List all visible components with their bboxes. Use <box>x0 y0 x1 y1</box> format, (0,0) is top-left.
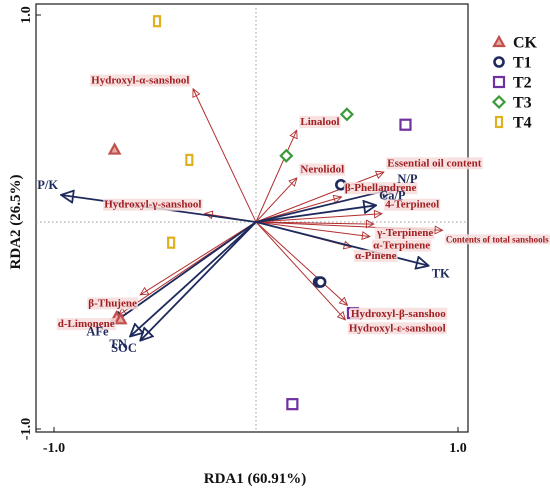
x-tick-label: 1.0 <box>449 441 467 456</box>
response-arrow-terpinene <box>255 221 369 236</box>
label-background <box>375 227 435 240</box>
sample-point-t2 <box>399 118 412 131</box>
env-label-p-k: P/K <box>37 178 58 192</box>
response-label-pinene: α-Pinene <box>355 250 397 262</box>
env-arrow-soc <box>141 221 257 340</box>
sample-point-t3 <box>279 148 294 163</box>
response-arrow-hydroxyl-sanshool <box>193 90 257 223</box>
legend-label-ck: CK <box>513 35 538 52</box>
env-arrow-tk <box>255 221 428 265</box>
response-label-hydroxyl-sanshool: Hydroxyl-γ-sanshool <box>104 199 201 211</box>
y-axis-title: RDA2 (26.5%) <box>8 175 24 270</box>
label-background <box>347 322 447 335</box>
label-background <box>372 239 432 252</box>
response-label-contents-of-total-sanshools: Contents of total sanshools <box>446 234 549 244</box>
legend-label-t3: T3 <box>513 95 532 112</box>
legend-label-t1: T1 <box>513 55 532 72</box>
response-arrow-thujene <box>141 221 257 294</box>
legend-label-t4: T4 <box>513 115 532 132</box>
env-label-ca-p: Ca/P <box>379 188 406 202</box>
label-background <box>103 198 203 211</box>
env-label-tn: TN <box>109 337 126 351</box>
response-label-terpinene: α-Terpinene <box>373 239 430 251</box>
env-arrow-tn <box>131 221 257 336</box>
vector-labels: Hydroxyl-α-sanshool Linalool Nerolidol Esse… <box>37 74 550 355</box>
env-label-tk: TK <box>432 266 450 280</box>
legend: CK T1 T2 T3 T4 <box>491 34 538 132</box>
env-arrow-ca-p <box>255 205 375 223</box>
sample-point-t2 <box>286 398 299 411</box>
reference-lines <box>36 4 468 432</box>
legend-marker-t2 <box>492 75 506 89</box>
response-label-terpinene: γ-Terpinene <box>376 227 433 239</box>
legend-marker-t4 <box>494 115 504 129</box>
plot-frame <box>35 3 469 433</box>
response-label-essential-oil-content: Essential oil content <box>387 157 481 169</box>
response-arrow-4-terpineol <box>255 214 381 223</box>
label-background <box>444 234 550 245</box>
response-label-4-terpineol: 4-Terpineol <box>385 199 439 211</box>
response-label-linalool: Linalool <box>300 116 339 128</box>
sample-point-t4 <box>152 15 162 28</box>
label-background <box>299 115 341 128</box>
legend-marker-ck <box>492 34 506 48</box>
response-label-hydroxyl-sanshool: Hydroxyl-ε-sanshool <box>349 322 446 334</box>
legend-marker-t1 <box>493 56 505 68</box>
response-arrow-terpinene <box>255 222 373 224</box>
response-label-hydroxyl-sanshool: Hydroxyl-α-sanshool <box>91 75 189 87</box>
response-label-thujene: β-Thujene <box>88 297 137 309</box>
env-label-afe: AFe <box>86 324 109 338</box>
env-label-n-p: N/P <box>397 172 418 186</box>
response-arrow-linalool <box>255 131 296 223</box>
label-background <box>87 297 138 310</box>
label-background <box>90 74 191 87</box>
env-arrow-n-p <box>255 189 393 223</box>
label-background <box>299 163 346 176</box>
response-label-phellandrene: β-Phellandrene <box>345 182 417 194</box>
sample-point-t3 <box>339 107 354 122</box>
x-axis-title: RDA1 (60.91%) <box>204 471 307 487</box>
y-tick-label: -1.0 <box>19 418 34 440</box>
response-arrow-essential-oil-content <box>255 172 383 223</box>
sample-point-ck <box>113 312 128 325</box>
response-label-d-limonene: d-Limonene <box>58 318 115 330</box>
sample-points <box>107 15 412 411</box>
legend-label-t2: T2 <box>513 75 532 92</box>
label-background <box>343 182 418 195</box>
response-label-hydroxyl-sanshoo: Hydroxyl-β-sanshoo <box>351 308 446 320</box>
label-background <box>349 307 448 320</box>
response-label-nerolidol: Nerolidol <box>300 164 344 176</box>
legend-marker-t3 <box>491 94 507 110</box>
label-background <box>386 157 483 170</box>
sample-point-t1 <box>314 276 327 288</box>
label-background <box>56 318 116 331</box>
response-arrow-hydroxyl-sanshool <box>255 221 345 319</box>
x-tick-label: -1.0 <box>43 441 65 456</box>
sample-point-t4 <box>167 236 176 249</box>
axis-ticks: -1.0 1.0 1.0 -1.0 <box>19 6 467 456</box>
sample-point-ck <box>107 142 122 155</box>
response-arrow-hydroxyl-sanshoo <box>255 221 347 305</box>
response-arrow-nerolidol <box>255 179 296 223</box>
label-background <box>353 249 398 262</box>
env-label-soc: SOC <box>111 341 137 355</box>
sample-point-t4 <box>185 153 194 166</box>
y-tick-label: 1.0 <box>19 6 34 24</box>
label-background <box>384 198 441 211</box>
